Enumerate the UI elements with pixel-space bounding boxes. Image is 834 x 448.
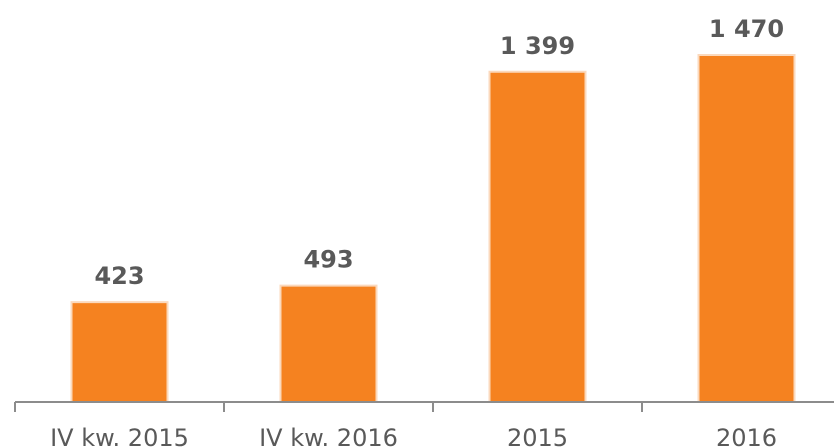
value-label: 1 470 <box>709 15 784 43</box>
x-tick-label: 2015 <box>507 424 568 448</box>
value-label: 1 399 <box>500 32 575 60</box>
bar <box>279 284 378 404</box>
bar <box>697 54 796 403</box>
x-tick-label: 2016 <box>716 424 777 448</box>
bar <box>70 301 169 404</box>
x-tick-label: IV kw. 2015 <box>50 424 189 448</box>
value-label: 423 <box>94 262 144 290</box>
bar <box>488 70 587 404</box>
x-tick-label: IV kw. 2016 <box>259 424 398 448</box>
value-label: 493 <box>303 246 353 274</box>
